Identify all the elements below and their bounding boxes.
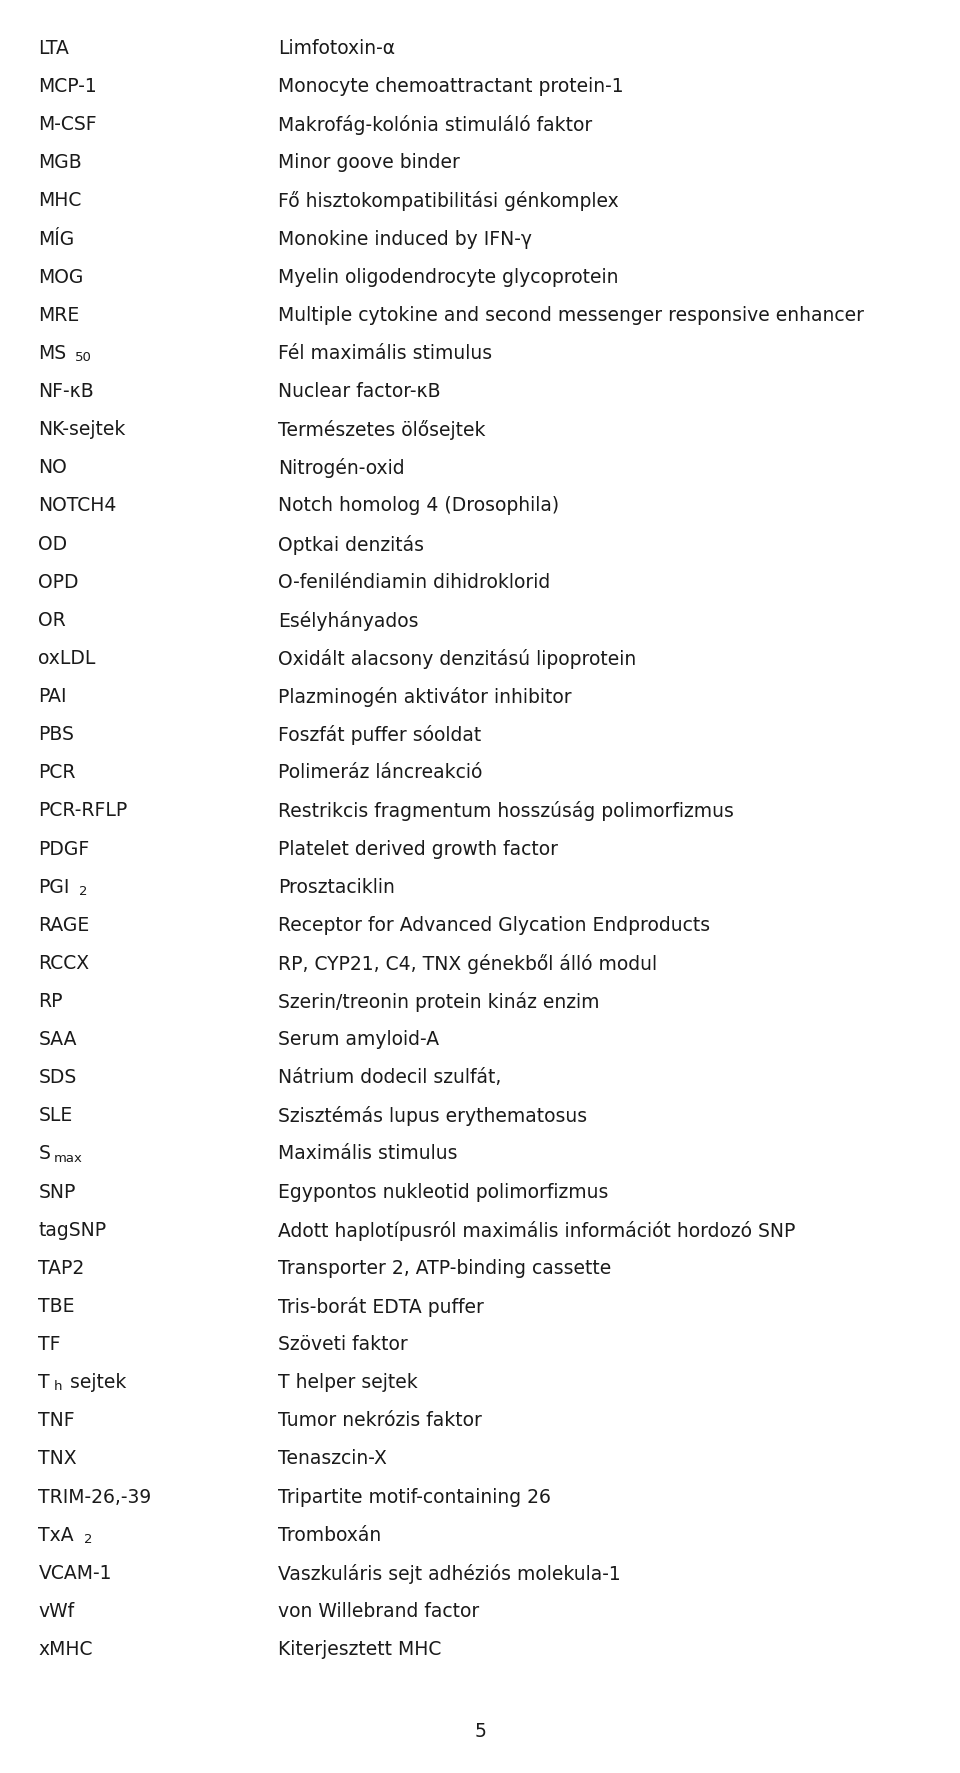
Text: OD: OD (38, 535, 67, 553)
Text: Adott haplotípusról maximális információt hordozó SNP: Adott haplotípusról maximális információ… (278, 1220, 796, 1241)
Text: Limfotoxin-α: Limfotoxin-α (278, 39, 396, 59)
Text: 2: 2 (79, 885, 87, 897)
Text: MOG: MOG (38, 268, 84, 287)
Text: Tumor nekrózis faktor: Tumor nekrózis faktor (278, 1411, 482, 1431)
Text: Nuclear factor-κB: Nuclear factor-κB (278, 381, 441, 401)
Text: NOTCH4: NOTCH4 (38, 496, 117, 516)
Text: Notch homolog 4 (Drosophila): Notch homolog 4 (Drosophila) (278, 496, 560, 516)
Text: NO: NO (38, 457, 67, 477)
Text: vWf: vWf (38, 1603, 75, 1621)
Text: Monokine induced by IFN-γ: Monokine induced by IFN-γ (278, 229, 533, 248)
Text: O-feniléndiamin dihidroklorid: O-feniléndiamin dihidroklorid (278, 573, 551, 592)
Text: Multiple cytokine and second messenger responsive enhancer: Multiple cytokine and second messenger r… (278, 305, 864, 324)
Text: Makrofág-kolónia stimuláló faktor: Makrofág-kolónia stimuláló faktor (278, 115, 592, 135)
Text: Prosztaciklin: Prosztaciklin (278, 878, 396, 897)
Text: Tenaszcin-X: Tenaszcin-X (278, 1450, 387, 1468)
Text: PGI: PGI (38, 878, 70, 897)
Text: Fő hisztokompatibilitási génkomplex: Fő hisztokompatibilitási génkomplex (278, 191, 619, 211)
Text: TBE: TBE (38, 1296, 75, 1316)
Text: tagSNP: tagSNP (38, 1220, 107, 1239)
Text: PCR: PCR (38, 762, 76, 782)
Text: Kiterjesztett MHC: Kiterjesztett MHC (278, 1640, 442, 1660)
Text: Nitrogén-oxid: Nitrogén-oxid (278, 457, 405, 479)
Text: Restrikcis fragmentum hosszúság polimorfizmus: Restrikcis fragmentum hosszúság polimorf… (278, 801, 734, 821)
Text: Szerin/treonin protein kináz enzim: Szerin/treonin protein kináz enzim (278, 993, 600, 1012)
Text: SDS: SDS (38, 1067, 77, 1087)
Text: Természetes ölősejtek: Természetes ölősejtek (278, 420, 486, 440)
Text: SAA: SAA (38, 1030, 77, 1050)
Text: MÍG: MÍG (38, 229, 75, 248)
Text: PBS: PBS (38, 725, 74, 745)
Text: MCP-1: MCP-1 (38, 76, 97, 96)
Text: TF: TF (38, 1335, 60, 1355)
Text: Szisztémás lupus erythematosus: Szisztémás lupus erythematosus (278, 1106, 588, 1126)
Text: 2: 2 (84, 1532, 93, 1546)
Text: RCCX: RCCX (38, 954, 89, 973)
Text: OPD: OPD (38, 573, 79, 592)
Text: Tripartite motif-containing 26: Tripartite motif-containing 26 (278, 1488, 551, 1507)
Text: von Willebrand factor: von Willebrand factor (278, 1603, 480, 1621)
Text: Minor goove binder: Minor goove binder (278, 154, 460, 172)
Text: RAGE: RAGE (38, 915, 89, 934)
Text: MHC: MHC (38, 191, 82, 211)
Text: Receptor for Advanced Glycation Endproducts: Receptor for Advanced Glycation Endprodu… (278, 915, 710, 934)
Text: Platelet derived growth factor: Platelet derived growth factor (278, 840, 559, 858)
Text: TNF: TNF (38, 1411, 75, 1431)
Text: T: T (38, 1372, 50, 1392)
Text: S: S (38, 1145, 50, 1163)
Text: Nátrium dodecil szulfát,: Nátrium dodecil szulfát, (278, 1067, 502, 1087)
Text: Fél maximális stimulus: Fél maximális stimulus (278, 344, 492, 363)
Text: h: h (54, 1379, 61, 1394)
Text: MRE: MRE (38, 305, 80, 324)
Text: xMHC: xMHC (38, 1640, 93, 1660)
Text: Monocyte chemoattractant protein-1: Monocyte chemoattractant protein-1 (278, 76, 624, 96)
Text: NK-sejtek: NK-sejtek (38, 420, 126, 440)
Text: 5: 5 (474, 1722, 486, 1741)
Text: PDGF: PDGF (38, 840, 89, 858)
Text: MS: MS (38, 344, 66, 363)
Text: Tris-borát EDTA puffer: Tris-borát EDTA puffer (278, 1296, 484, 1317)
Text: Oxidált alacsony denzitású lipoprotein: Oxidált alacsony denzitású lipoprotein (278, 649, 636, 668)
Text: sejtek: sejtek (64, 1372, 127, 1392)
Text: max: max (54, 1152, 83, 1165)
Text: SLE: SLE (38, 1106, 73, 1126)
Text: Transporter 2, ATP-binding cassette: Transporter 2, ATP-binding cassette (278, 1259, 612, 1278)
Text: TRIM-26,-39: TRIM-26,-39 (38, 1488, 152, 1507)
Text: T helper sejtek: T helper sejtek (278, 1372, 419, 1392)
Text: M-CSF: M-CSF (38, 115, 97, 135)
Text: TAP2: TAP2 (38, 1259, 84, 1278)
Text: Plazminogén aktivátor inhibitor: Plazminogén aktivátor inhibitor (278, 686, 572, 707)
Text: SNP: SNP (38, 1183, 76, 1202)
Text: RP, CYP21, C4, TNX génekből álló modul: RP, CYP21, C4, TNX génekből álló modul (278, 954, 658, 973)
Text: PCR-RFLP: PCR-RFLP (38, 801, 128, 821)
Text: Serum amyloid-A: Serum amyloid-A (278, 1030, 440, 1050)
Text: oxLDL: oxLDL (38, 649, 96, 668)
Text: 50: 50 (75, 351, 91, 363)
Text: Foszfát puffer sóoldat: Foszfát puffer sóoldat (278, 725, 482, 745)
Text: RP: RP (38, 993, 63, 1011)
Text: Optkai denzitás: Optkai denzitás (278, 535, 424, 555)
Text: LTA: LTA (38, 39, 69, 59)
Text: TxA: TxA (38, 1525, 74, 1544)
Text: Szöveti faktor: Szöveti faktor (278, 1335, 408, 1355)
Text: VCAM-1: VCAM-1 (38, 1564, 112, 1583)
Text: Egypontos nukleotid polimorfizmus: Egypontos nukleotid polimorfizmus (278, 1183, 609, 1202)
Text: OR: OR (38, 610, 66, 629)
Text: TNX: TNX (38, 1450, 77, 1468)
Text: MGB: MGB (38, 154, 83, 172)
Text: Myelin oligodendrocyte glycoprotein: Myelin oligodendrocyte glycoprotein (278, 268, 619, 287)
Text: Maximális stimulus: Maximális stimulus (278, 1145, 458, 1163)
Text: Esélyhányados: Esélyhányados (278, 610, 419, 631)
Text: NF-κB: NF-κB (38, 381, 94, 401)
Text: Tromboxán: Tromboxán (278, 1525, 382, 1544)
Text: PAI: PAI (38, 686, 67, 706)
Text: Polimeráz láncreakció: Polimeráz láncreakció (278, 762, 483, 782)
Text: Vaszkuláris sejt adhéziós molekula-1: Vaszkuláris sejt adhéziós molekula-1 (278, 1564, 621, 1583)
